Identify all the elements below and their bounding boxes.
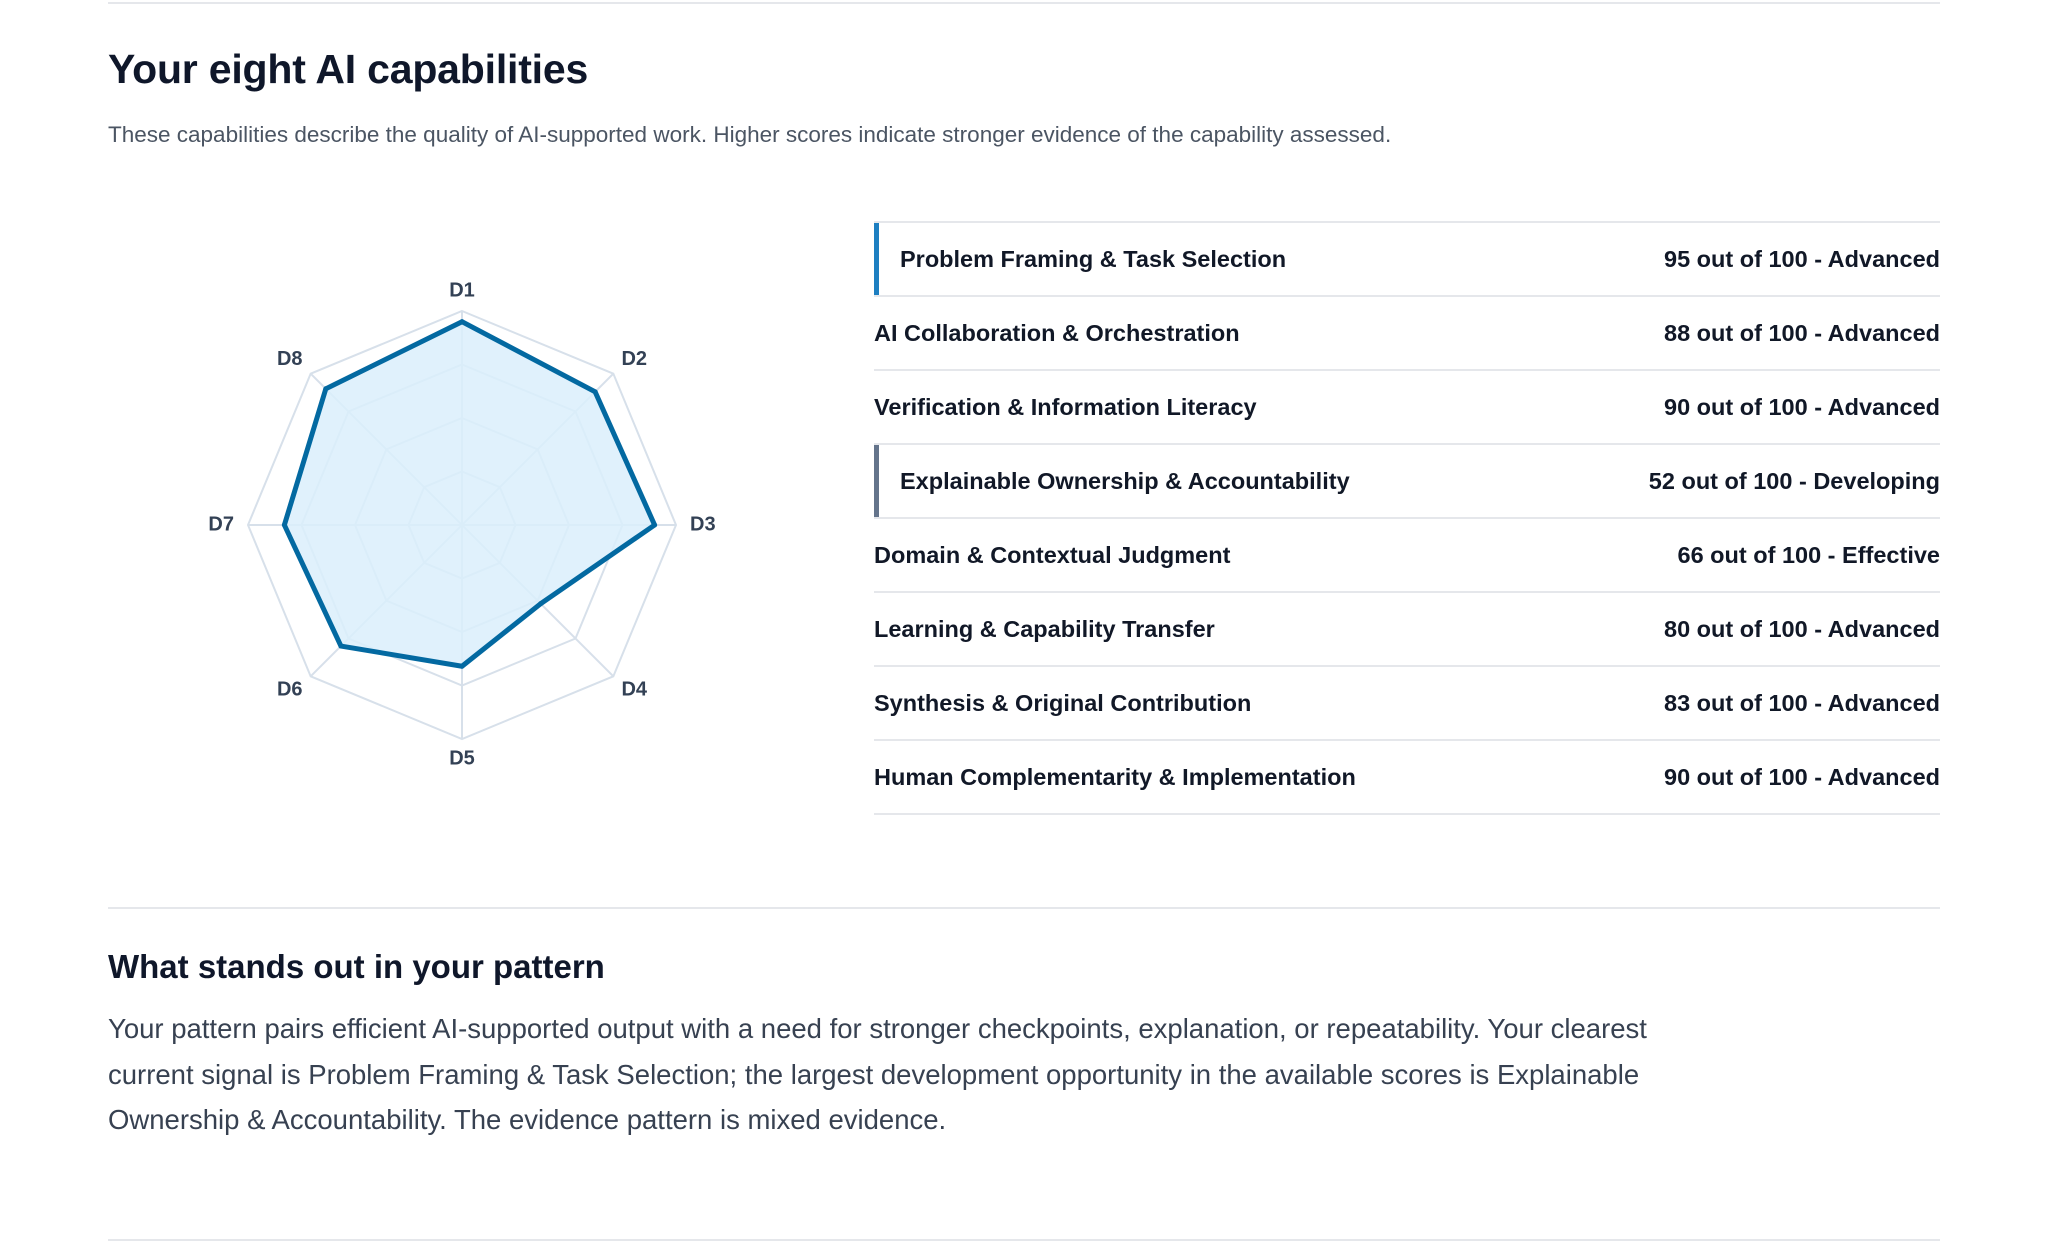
score-label: Verification & Information Literacy xyxy=(874,393,1257,420)
score-row: Human Complementarity & Implementation 90… xyxy=(874,741,1940,815)
radar-axis-label: D8 xyxy=(277,348,303,370)
radar-series-area xyxy=(281,319,658,669)
radar-axis-label: D1 xyxy=(449,279,475,301)
score-row: Explainable Ownership & Accountability 52… xyxy=(874,445,1940,519)
score-row: AI Collaboration & Orchestration 88 out o… xyxy=(874,297,1940,371)
radar-axis-label: D4 xyxy=(621,679,647,701)
capabilities-title: Your eight AI capabilities xyxy=(108,46,589,92)
score-value: 95 out of 100 - Advanced xyxy=(1664,245,1940,272)
radar-point xyxy=(538,601,544,607)
score-value: 52 out of 100 - Developing xyxy=(1648,467,1940,494)
radar-axis-labels: D1 D2 D3 D4 D5 D6 D7 D8 xyxy=(208,279,715,769)
score-value: 83 out of 100 - Advanced xyxy=(1664,689,1940,716)
radar-point xyxy=(652,522,658,528)
radar-axis-label: D2 xyxy=(621,348,647,370)
radar-point xyxy=(459,319,465,325)
score-label: Human Complementarity & Implementation xyxy=(874,763,1356,790)
score-row: Problem Framing & Task Selection 95 out o… xyxy=(874,223,1940,297)
radar-point xyxy=(323,386,329,392)
capabilities-radar-chart: D1 D2 D3 D4 D5 D6 D7 D8 xyxy=(208,279,715,769)
score-value: 90 out of 100 - Advanced xyxy=(1664,763,1940,790)
score-label: Learning & Capability Transfer xyxy=(874,615,1215,642)
radar-series xyxy=(281,319,658,669)
radar-point xyxy=(338,643,344,649)
pattern-title: What stands out in your pattern xyxy=(108,948,605,985)
score-value: 66 out of 100 - Effective xyxy=(1677,541,1941,568)
radar-point xyxy=(592,389,598,395)
radar-axis-label: D3 xyxy=(690,513,716,535)
radar-point xyxy=(459,663,465,669)
score-label: AI Collaboration & Orchestration xyxy=(874,319,1240,346)
radar-point xyxy=(281,522,287,528)
pattern-text: Your pattern pairs efficient AI-supporte… xyxy=(108,1013,1647,1135)
score-label: Explainable Ownership & Accountability xyxy=(900,467,1350,494)
score-label: Synthesis & Original Contribution xyxy=(874,689,1252,716)
score-table: Problem Framing & Task Selection 95 out o… xyxy=(874,221,1940,815)
score-label: Problem Framing & Task Selection xyxy=(900,245,1287,272)
section-divider xyxy=(108,907,1940,909)
score-label: Domain & Contextual Judgment xyxy=(874,541,1231,568)
bottom-divider xyxy=(108,1239,1940,1241)
score-row: Domain & Contextual Judgment 66 out of 10… xyxy=(874,519,1940,593)
radar-axis-label: D5 xyxy=(449,747,475,769)
radar-axis-label: D7 xyxy=(208,513,234,535)
top-divider xyxy=(108,2,1940,4)
radar-axis-label: D6 xyxy=(277,679,303,701)
score-row: Verification & Information Literacy 90 ou… xyxy=(874,371,1940,445)
capabilities-description: These capabilities describe the quality … xyxy=(108,122,1392,147)
score-value: 90 out of 100 - Advanced xyxy=(1664,393,1940,420)
score-value: 80 out of 100 - Advanced xyxy=(1664,615,1940,642)
score-value: 88 out of 100 - Advanced xyxy=(1664,319,1940,346)
score-row: Synthesis & Original Contribution 83 out … xyxy=(874,667,1940,741)
score-row: Learning & Capability Transfer 80 out of … xyxy=(874,593,1940,667)
